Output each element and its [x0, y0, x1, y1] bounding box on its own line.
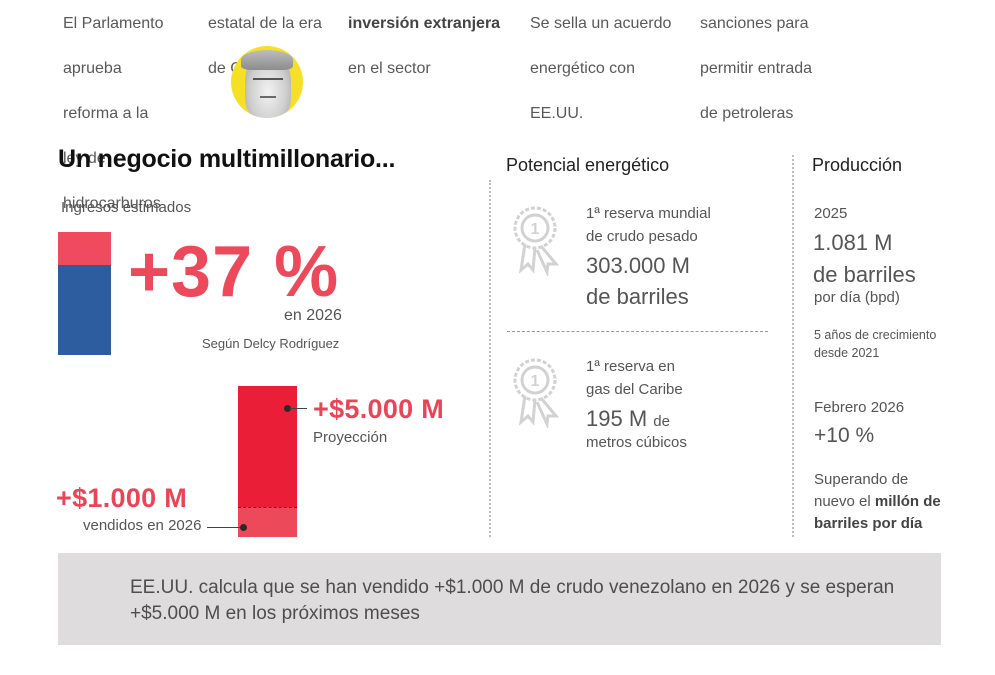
income-source: Según Delcy Rodríguez: [202, 336, 340, 351]
energy-item-2-value: 195 M de: [586, 404, 670, 437]
projection-value: +$5.000 M: [313, 394, 445, 424]
timeline-text: estatal de la era: [208, 14, 322, 32]
avatar-eyes: [253, 78, 283, 81]
energy-item-1-line2: de crudo pesado: [586, 228, 698, 245]
timeline-text: en el sector: [348, 59, 431, 77]
timeline-text: aprueba: [63, 59, 122, 77]
energy-item-2-line2: gas del Caribe: [586, 381, 683, 398]
medal-first-icon: 1: [513, 358, 560, 428]
growth-line2: desde 2021: [814, 346, 880, 360]
production-change: +10 %: [814, 424, 875, 447]
note-line2-plain: nuevo el: [814, 493, 875, 510]
summary-text: EE.UU. calcula que se han vendido +$1.00…: [130, 577, 895, 624]
energy-item-2-number: 195 M: [586, 406, 648, 431]
energy-title: Potencial energético: [506, 155, 670, 175]
production-unit-sub: por día (bpd): [814, 289, 900, 306]
note-line2: nuevo el millón de: [814, 491, 941, 513]
production-month: Febrero 2026: [814, 399, 905, 416]
timeline-text: hidrocarburos: [63, 194, 161, 212]
divider-vertical-right: [792, 155, 794, 537]
svg-text:1: 1: [531, 373, 540, 390]
timeline-text: de petroleras: [700, 104, 794, 122]
income-label: Ingresos estimados: [61, 199, 192, 216]
timeline-text: Se sella un acuerdo: [530, 14, 672, 32]
timeline-item-4: Se sella un acuerdo energético con EE.UU…: [530, 0, 671, 148]
avatar-cap: [241, 50, 293, 70]
production-note: Superando de nuevo el millón de barriles…: [814, 469, 941, 535]
production-value: 1.081 M: [813, 230, 893, 255]
sold-leader: [207, 527, 243, 528]
timeline-text: permitir entrada: [700, 59, 813, 77]
timeline-text: El Parlamento: [63, 14, 164, 32]
energy-item-2-line1: 1ª reserva en: [586, 358, 675, 375]
timeline-text: EE.UU.: [530, 104, 584, 122]
timeline-item-3: inversión extranjera en el sector: [348, 0, 500, 103]
svg-text:1: 1: [531, 221, 540, 238]
projection-dot: [284, 405, 291, 412]
timeline-item-5: sanciones para permitir entrada de petro…: [700, 0, 812, 148]
energy-item-2-suffix: de: [653, 413, 670, 430]
energy-item-1-unit: de barriles: [586, 284, 689, 309]
production-title: Producción: [812, 155, 903, 175]
production-growth: 5 años de crecimiento desde 2021: [814, 326, 936, 362]
income-bar-increase: [58, 232, 111, 265]
timeline-text: inversión extranjera: [348, 14, 501, 32]
energy-item-2-unit: metros cúbicos: [586, 434, 687, 451]
production-year: 2025: [814, 205, 848, 222]
growth-line1: 5 años de crecimiento: [814, 328, 937, 342]
divider-vertical-left: [489, 180, 491, 537]
business-title: Un negocio multimillonario...: [58, 145, 396, 173]
timeline-item-1: El Parlamento aprueba reforma a la ley d…: [63, 0, 164, 238]
sales-bar-sold: [238, 507, 297, 537]
income-percent: +37 %: [128, 232, 340, 312]
timeline-text: ley de: [63, 149, 106, 167]
chavez-avatar: [231, 46, 303, 118]
energy-item-1-line1: 1ª reserva mundial: [586, 205, 711, 222]
production-unit: de barriles: [813, 262, 916, 287]
timeline-text: sanciones para: [700, 14, 809, 32]
sold-label: vendidos en 2026: [83, 517, 202, 534]
avatar-mouth: [260, 96, 276, 98]
note-line1: Superando de: [814, 471, 909, 488]
income-bar: [58, 232, 111, 355]
income-year: en 2026: [284, 307, 342, 324]
summary-box: EE.UU. calcula que se han vendido +$1.00…: [58, 553, 941, 645]
medal-first-icon: 1: [513, 206, 560, 276]
timeline-text: energético con: [530, 59, 635, 77]
note-line3: barriles por día: [814, 515, 923, 532]
projection-leader: [290, 408, 307, 409]
energy-item-1-value: 303.000 M: [586, 253, 690, 278]
note-line2-bold: millón de: [874, 493, 941, 510]
projection-label: Proyección: [313, 429, 388, 446]
timeline-text: reforma a la: [63, 104, 149, 122]
divider-horizontal: [507, 331, 768, 332]
sold-value: +$1.000 M: [56, 483, 188, 513]
sold-dot: [240, 524, 247, 531]
